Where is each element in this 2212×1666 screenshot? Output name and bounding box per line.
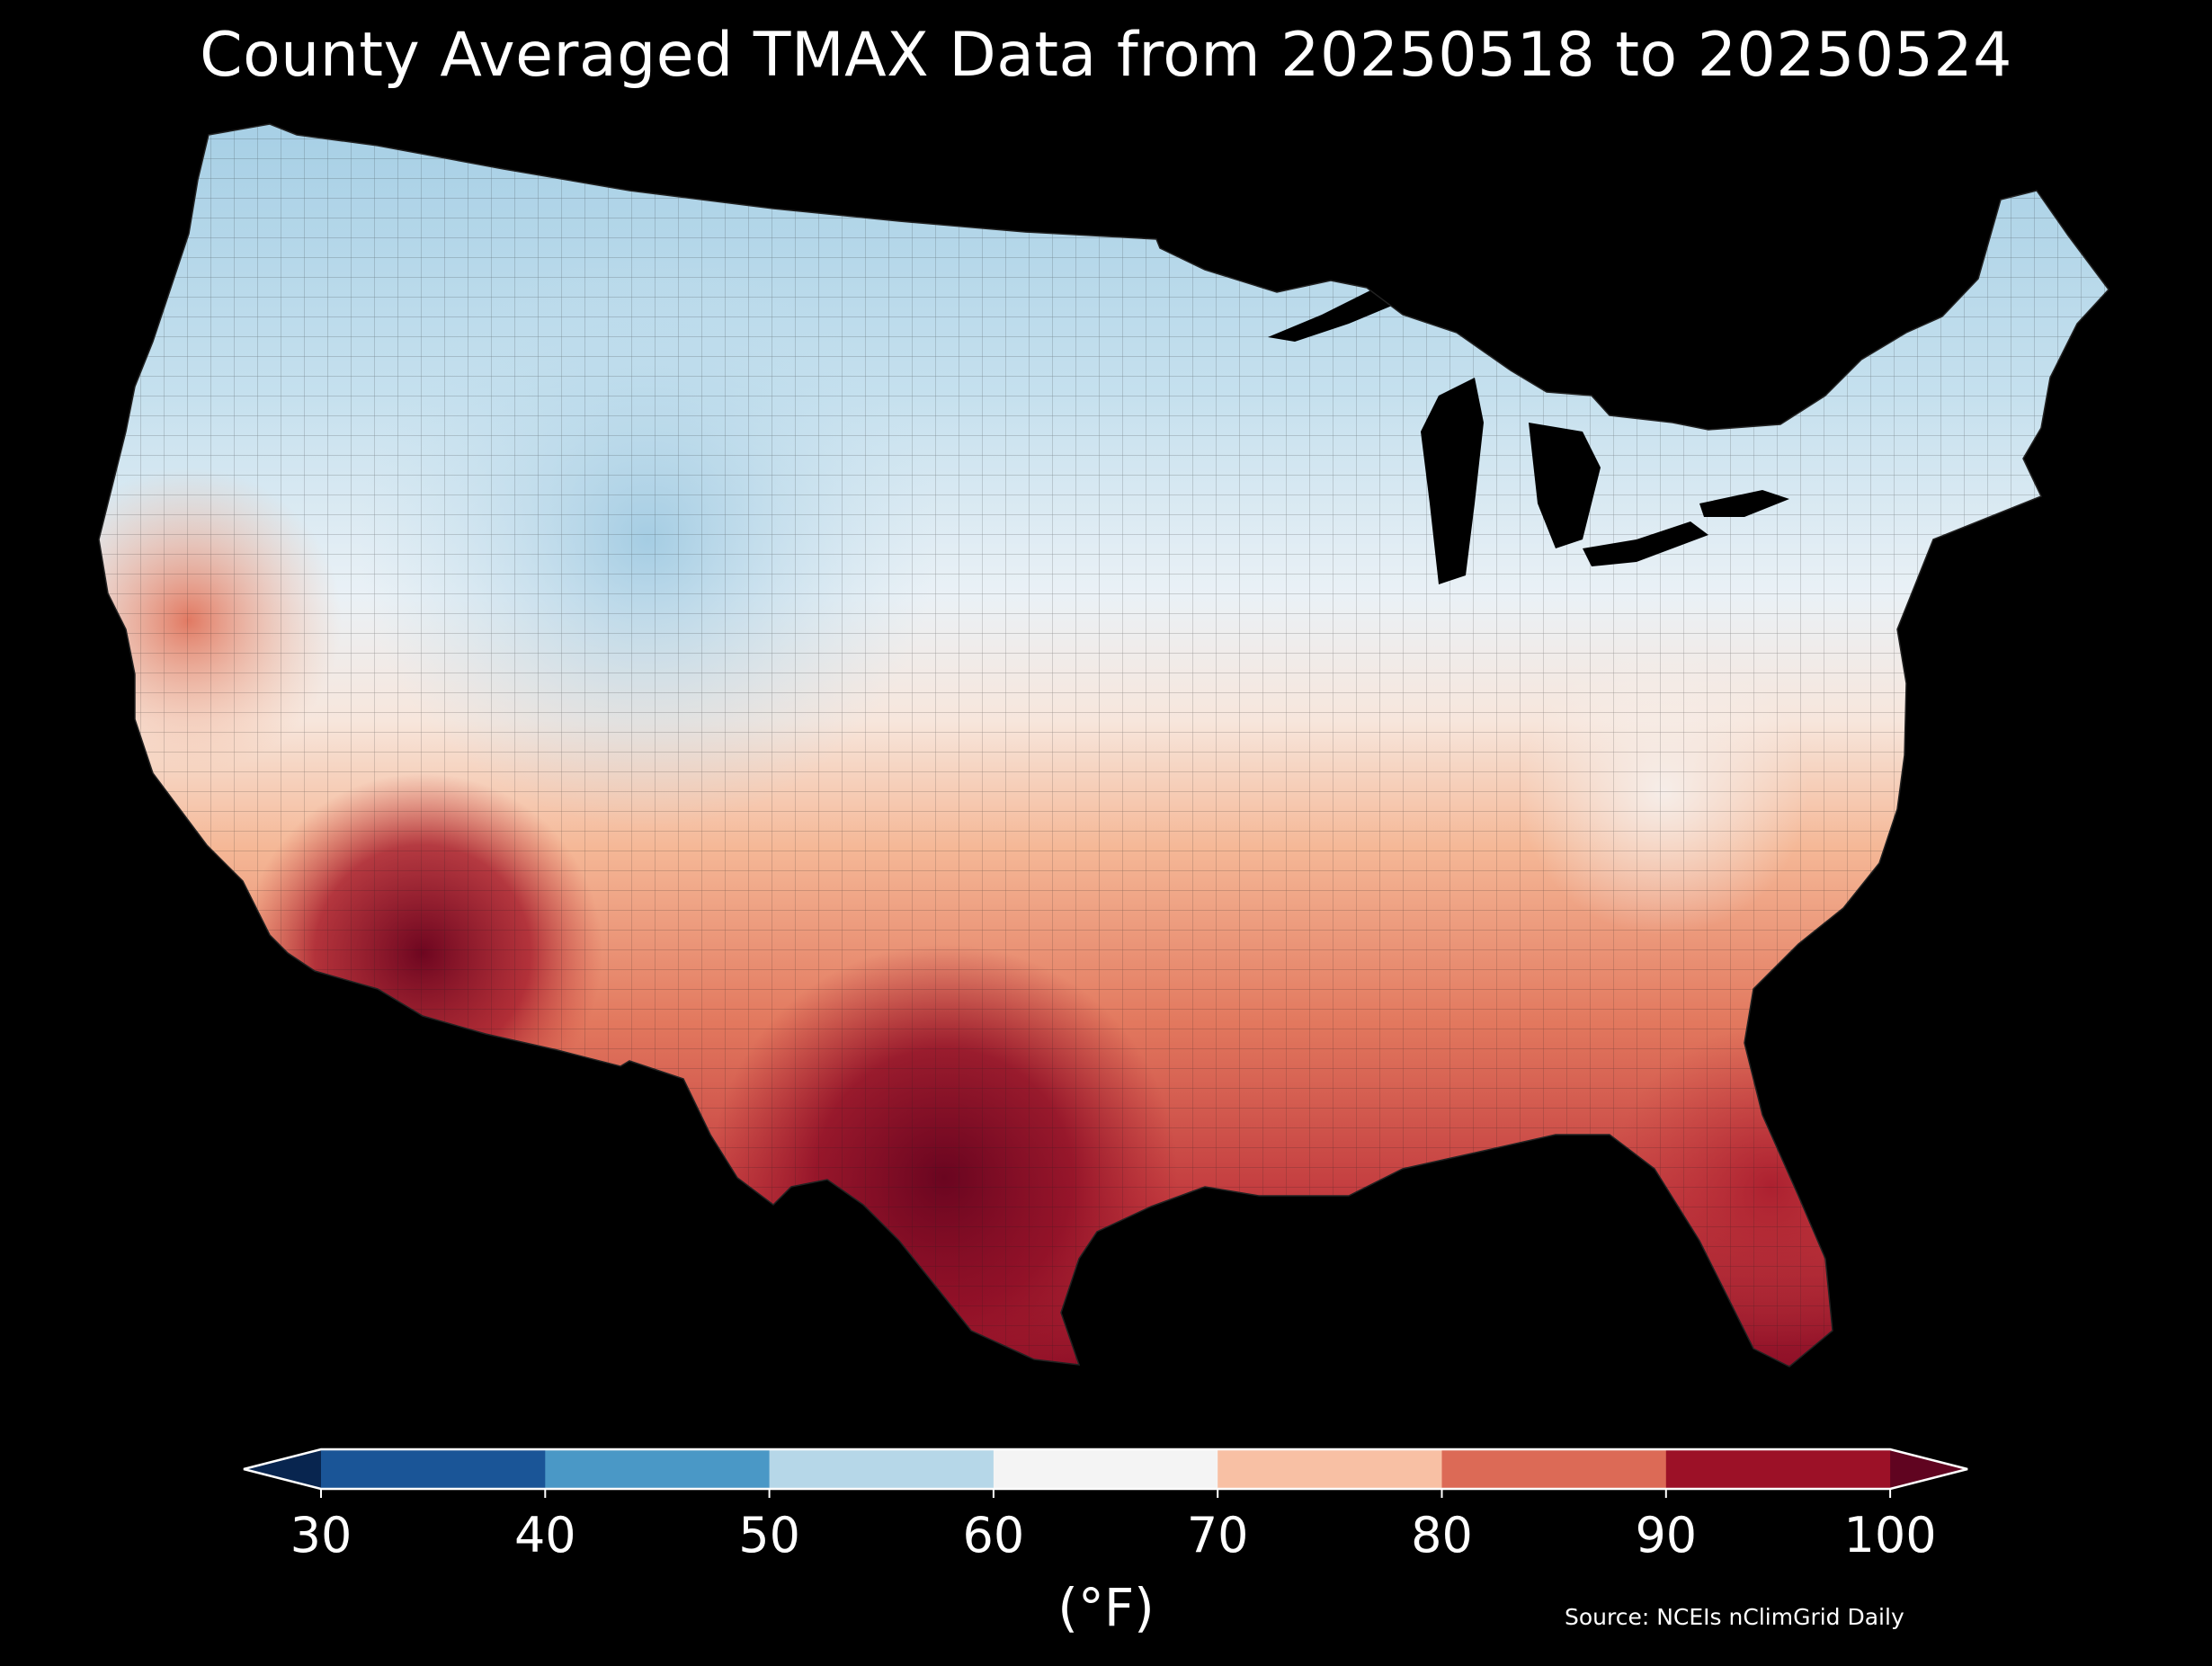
colorbar-underflow-arrow bbox=[244, 1449, 321, 1489]
colorbar-bin bbox=[993, 1449, 1218, 1489]
great-lakes bbox=[1268, 288, 1789, 584]
conus-fill bbox=[99, 124, 2109, 1367]
colorbar-bin bbox=[321, 1449, 546, 1489]
colorbar-unit-label: (°F) bbox=[1057, 1577, 1155, 1638]
colorbar-bin bbox=[769, 1449, 995, 1489]
colorbar-tick-label: 60 bbox=[963, 1507, 1025, 1564]
colorbar bbox=[243, 1448, 1968, 1491]
colorbar-tick-label: 100 bbox=[1844, 1507, 1937, 1564]
colorbar-bin bbox=[545, 1449, 771, 1489]
source-credit: Source: NCEIs nClimGrid Daily bbox=[1565, 1604, 1904, 1630]
colorbar-tick-label: 30 bbox=[290, 1507, 352, 1564]
colorbar-overflow-arrow bbox=[1890, 1449, 1968, 1489]
colorbar-ticks: 30 40 50 60 70 80 90 100 bbox=[290, 1489, 1937, 1564]
conus-outline bbox=[98, 123, 2109, 1368]
colorbar-tick-label: 40 bbox=[514, 1507, 576, 1564]
colorbar-tick-label: 70 bbox=[1187, 1507, 1249, 1564]
colorbar-bin bbox=[1217, 1449, 1442, 1489]
map-title: County Averaged TMAX Data from 20250518 … bbox=[200, 20, 2012, 91]
colorbar-bin bbox=[1665, 1449, 1891, 1489]
colorbar-tick-label: 80 bbox=[1411, 1507, 1473, 1564]
colorbar-tick-label: 50 bbox=[738, 1507, 800, 1564]
colorbar-tick-label: 90 bbox=[1635, 1507, 1697, 1564]
colorbar-bin bbox=[1441, 1449, 1667, 1489]
